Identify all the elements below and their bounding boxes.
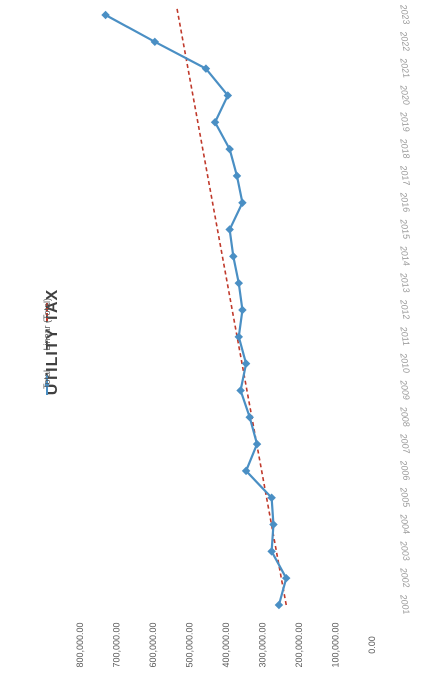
data-point xyxy=(210,118,220,127)
data-point xyxy=(201,64,211,73)
x-tick-label: 2005 xyxy=(398,485,412,508)
data-point xyxy=(225,225,234,234)
y-tick-label: 200,000.00 xyxy=(294,622,304,667)
data-point xyxy=(232,171,242,181)
data-point xyxy=(101,10,110,20)
data-point xyxy=(150,37,160,47)
data-point xyxy=(238,198,247,207)
x-tick-label: 2001 xyxy=(398,593,412,615)
data-point xyxy=(269,520,278,529)
x-axis-ticks: 2001 2002 2003 2004 2005 2006 2007 2008 2009 2010… xyxy=(398,3,412,615)
data-point xyxy=(234,278,244,288)
data-point xyxy=(241,359,251,368)
data-point xyxy=(225,144,234,154)
y-tick-label: 500,000.00 xyxy=(185,622,195,667)
data-point xyxy=(281,573,291,583)
data-point xyxy=(236,386,245,395)
x-tick-label: 2020 xyxy=(398,83,412,105)
y-tick-label: 100,000.00 xyxy=(331,622,341,667)
y-tick-label: 800,000.00 xyxy=(75,622,85,667)
y-tick-label: 300,000.00 xyxy=(258,622,268,667)
y-axis-ticks: 0.00 100,000.00 200,000.00 300,000.00 400,00… xyxy=(75,622,377,667)
x-tick-label: 2021 xyxy=(398,56,412,78)
x-tick-label: 2023 xyxy=(398,3,412,25)
x-tick-label: 2012 xyxy=(398,298,412,320)
series-total-line xyxy=(105,14,288,606)
y-tick-label: 0.00 xyxy=(367,636,377,654)
x-tick-label: 2016 xyxy=(398,190,412,212)
trendline xyxy=(175,6,288,606)
legend-linear-label: Linear (Total) xyxy=(42,298,52,351)
x-tick-label: 2007 xyxy=(398,432,412,455)
data-point xyxy=(252,439,262,449)
x-tick-label: 2018 xyxy=(398,137,412,159)
data-point xyxy=(223,91,233,100)
legend-total-label: Total xyxy=(42,370,52,389)
data-point xyxy=(267,493,276,502)
x-tick-label: 2004 xyxy=(398,512,412,534)
y-tick-label: 700,000.00 xyxy=(112,622,122,667)
data-point xyxy=(241,466,251,476)
x-tick-label: 2014 xyxy=(398,244,412,266)
x-tick-label: 2009 xyxy=(398,378,412,400)
data-point xyxy=(274,600,284,610)
legend: Total Linear (Total) xyxy=(42,298,52,395)
x-tick-label: 2002 xyxy=(398,566,412,588)
data-point xyxy=(267,547,276,556)
x-tick-label: 2003 xyxy=(398,539,412,561)
legend-total-marker xyxy=(45,383,49,387)
x-tick-label: 2011 xyxy=(398,325,411,347)
chart-title: UTILITY TAX xyxy=(44,289,61,395)
x-tick-label: 2008 xyxy=(398,405,412,427)
x-tick-label: 2019 xyxy=(398,110,412,132)
series-total-points xyxy=(101,10,291,610)
y-tick-label: 400,000.00 xyxy=(221,622,231,667)
data-point xyxy=(245,413,254,422)
x-tick-label: 2015 xyxy=(398,217,412,240)
y-tick-label: 600,000.00 xyxy=(148,622,158,667)
data-point xyxy=(234,332,244,342)
x-tick-label: 2013 xyxy=(398,271,412,293)
x-tick-label: 2017 xyxy=(398,164,412,187)
data-point xyxy=(229,252,238,261)
x-tick-label: 2010 xyxy=(398,351,412,373)
data-point xyxy=(238,305,247,315)
x-tick-label: 2006 xyxy=(398,459,412,481)
x-tick-label: 2022 xyxy=(398,30,412,52)
